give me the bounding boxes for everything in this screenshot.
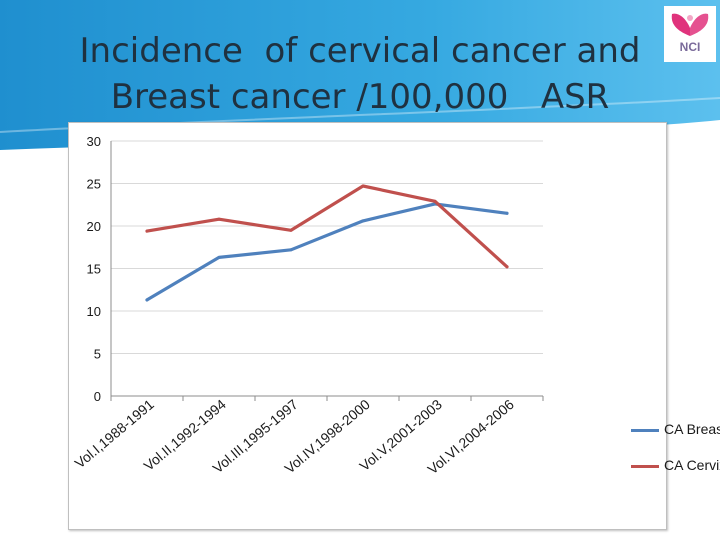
legend-item: CA Breast <box>631 420 720 440</box>
data-point <box>361 219 365 223</box>
series-line-ca-breast <box>145 202 509 302</box>
y-tick-label: 10 <box>87 304 101 319</box>
y-tick-label: 30 <box>87 134 101 149</box>
data-point <box>289 228 293 232</box>
data-point <box>289 248 293 252</box>
title-line-1: Incidence of cervical cancer and <box>79 31 641 71</box>
y-tick-label: 0 <box>94 389 101 404</box>
data-point <box>361 184 365 188</box>
slide-title: Incidence of cervical cancer and Breast … <box>40 28 680 120</box>
data-point <box>505 211 509 215</box>
data-point <box>145 298 149 302</box>
line-chart: 051015202530Vol.I,1988-1991Vol.II,1992-1… <box>71 134 544 477</box>
data-point <box>433 199 437 203</box>
nci-logo: NCI <box>664 6 716 62</box>
legend-label: CA Breast <box>664 421 720 437</box>
logo-text: NCI <box>679 40 701 54</box>
data-point <box>217 217 221 221</box>
y-tick-label: 5 <box>94 347 101 362</box>
butterfly-icon <box>671 13 709 36</box>
chart-area: 0 5 10 15 20 25 30 Vol.I,1988-1991 Vol.II,1992-1… <box>68 122 720 530</box>
title-line-2: Breast cancer /100,000 ASR <box>110 77 610 117</box>
y-tick-label: 20 <box>87 219 101 234</box>
series-line-ca-cervix <box>145 184 509 269</box>
legend-item: CA Cervix <box>631 456 720 476</box>
data-point <box>217 255 221 259</box>
y-tick-label: 15 <box>87 262 101 277</box>
legend-swatch <box>631 465 659 468</box>
data-point <box>505 265 509 269</box>
legend-label: CA Cervix <box>664 457 720 473</box>
legend-swatch <box>631 429 659 432</box>
data-point <box>145 229 149 233</box>
y-tick-label: 25 <box>87 177 101 192</box>
